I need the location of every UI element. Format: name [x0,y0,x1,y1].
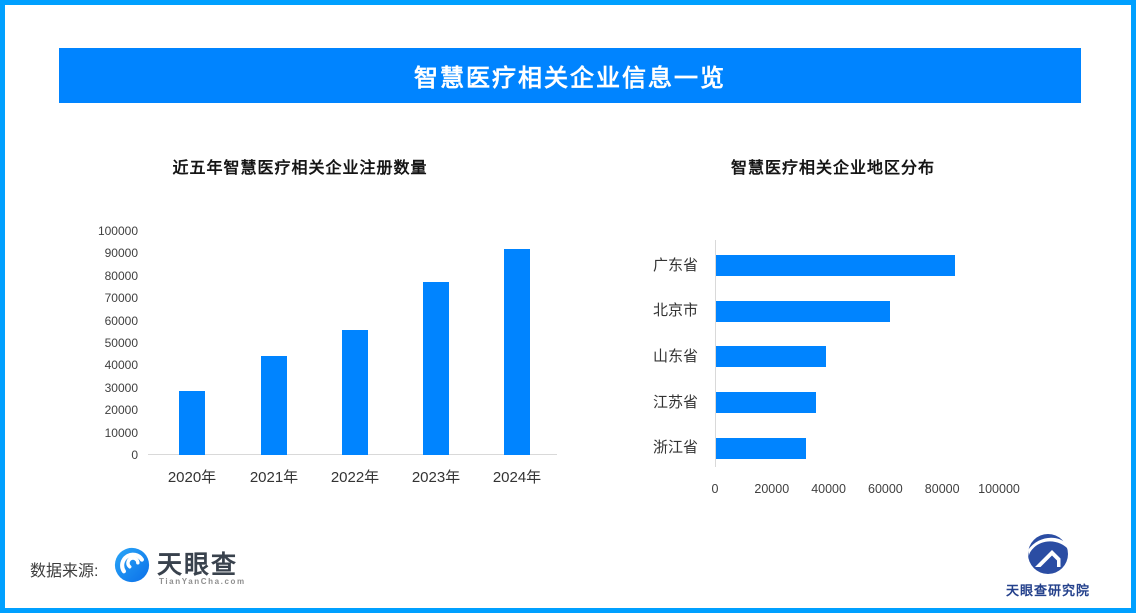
x-axis-category-label: 2020年 [167,469,217,486]
y-axis-tick-label: 60000 [104,313,138,328]
brand-name: 天眼查 [157,551,239,579]
bar-江苏省 [716,392,816,414]
x-axis-tick-label: 20000 [754,482,790,496]
chart-regions-plot: 广东省北京市山东省江苏省浙江省 0 20000 40000 60000 80000 1000… [620,223,1110,508]
y-axis-tick-label: 70000 [104,291,138,306]
bar-2020年 [179,391,205,455]
x-axis-tick-label: 80000 [924,482,960,496]
y-axis-tick-label: 50000 [104,336,138,350]
page-title: 智慧医疗相关企业信息一览 [414,65,726,92]
x-axis-category-label: 2021年 [249,469,299,486]
x-axis-tick-label: 0 [711,482,719,496]
x-axis-category-label: 2023年 [411,469,461,486]
bar-山东省 [716,346,826,368]
y-axis-tick-label: 80000 [104,268,138,283]
x-axis-tick-label: 100000 [978,482,1020,496]
category-label-山东省: 山东省 [652,347,698,365]
chart-registrations-plot: 100000 90000 80000 70000 60000 50000 40000 3000… [78,223,588,503]
x-axis-tick-label: 40000 [811,482,846,496]
bar-北京市 [716,300,890,322]
y-axis-tick-label: 30000 [104,380,138,395]
category-label-广东省: 广东省 [652,256,698,274]
research-institute-logo-icon [1028,534,1070,574]
chart-regions-title: 智慧医疗相关企业地区分布 [730,160,935,177]
category-label-浙江省: 浙江省 [652,439,698,457]
tianyancha-logo-icon [114,547,150,583]
x-axis-category-label: 2022年 [330,469,380,486]
x-axis-tick-label: 60000 [868,482,903,496]
y-axis-tick-label: 40000 [104,358,138,373]
y-axis-tick-label: 0 [131,448,138,462]
y-axis-tick-label: 100000 [97,224,138,238]
bar-2022年 [342,330,368,455]
y-axis-tick-label: 10000 [104,425,138,440]
bar-浙江省 [716,437,806,459]
y-axis-tick-label: 90000 [104,246,138,261]
category-label-江苏省: 江苏省 [652,393,698,411]
y-axis-baseline [715,240,716,467]
page-title-banner: 智慧医疗相关企业信息一览 [59,48,1081,103]
x-axis-category-label: 2024年 [492,469,542,486]
data-source-label: 数据来源: [30,563,99,580]
bar-2023年 [423,282,449,455]
brand-domain: TianYanCha.com [159,577,246,586]
category-label-北京市: 北京市 [652,302,698,320]
y-axis-tick-label: 20000 [104,403,138,418]
chart-registrations-title: 近五年智慧医疗相关企业注册数量 [172,160,428,177]
research-institute-name: 天眼查研究院 [1005,583,1090,598]
bar-2021年 [261,356,287,455]
bar-2024年 [504,249,530,455]
bar-广东省 [716,255,955,276]
research-institute-logo: 天眼查研究院 [985,531,1111,599]
